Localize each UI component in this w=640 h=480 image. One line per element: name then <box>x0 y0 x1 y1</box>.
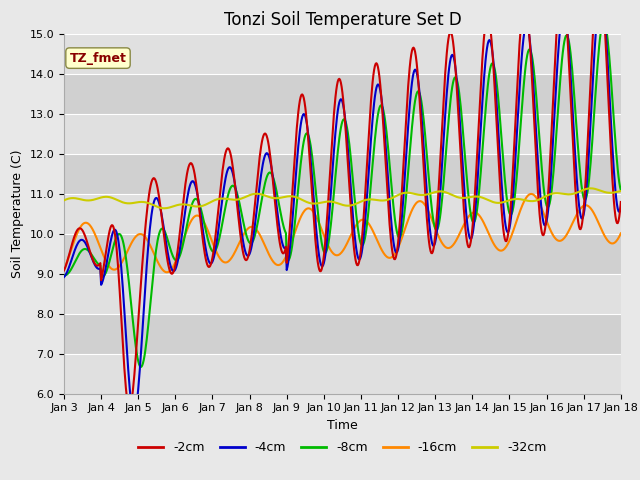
Bar <box>64 73 621 114</box>
Bar <box>64 193 621 234</box>
Bar <box>64 114 621 154</box>
Y-axis label: Soil Temperature (C): Soil Temperature (C) <box>11 149 24 278</box>
Bar <box>64 234 621 274</box>
Legend: -2cm, -4cm, -8cm, -16cm, -32cm: -2cm, -4cm, -8cm, -16cm, -32cm <box>133 436 552 459</box>
Bar <box>64 274 621 313</box>
Bar <box>64 313 621 354</box>
Bar <box>64 354 621 394</box>
Bar <box>64 34 621 73</box>
Text: TZ_fmet: TZ_fmet <box>70 51 127 65</box>
Title: Tonzi Soil Temperature Set D: Tonzi Soil Temperature Set D <box>223 11 461 29</box>
Bar <box>64 154 621 193</box>
X-axis label: Time: Time <box>327 419 358 432</box>
